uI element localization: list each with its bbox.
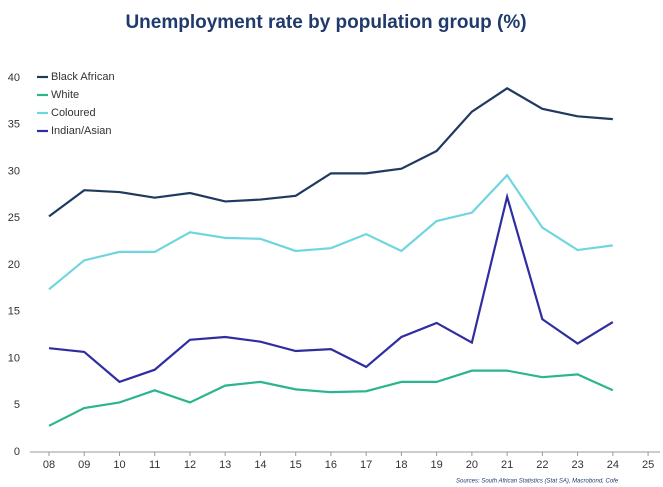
series-line bbox=[48, 173, 613, 291]
series-line bbox=[48, 369, 614, 427]
y-tick-label: 35 bbox=[8, 119, 20, 131]
x-tick-label: 17 bbox=[360, 459, 372, 471]
x-tick-label: 15 bbox=[290, 459, 302, 471]
x-tick-label: 09 bbox=[78, 459, 90, 471]
y-tick-label: 25 bbox=[8, 212, 20, 224]
y-tick-label: 20 bbox=[8, 259, 20, 271]
series-line bbox=[48, 86, 613, 218]
x-tick-label: 22 bbox=[536, 459, 548, 471]
x-tick-label: 24 bbox=[607, 459, 619, 471]
chart-title: Unemployment rate by population group (%… bbox=[125, 12, 526, 33]
x-tick-label: 14 bbox=[254, 459, 266, 471]
x-tick-label: 11 bbox=[149, 459, 160, 471]
x-tick-label: 10 bbox=[113, 459, 125, 471]
legend-label: Coloured bbox=[51, 107, 96, 119]
y-tick-label: 5 bbox=[14, 399, 20, 411]
x-tick-label: 12 bbox=[184, 459, 196, 471]
x-tick-label: 19 bbox=[431, 459, 443, 471]
x-tick-label: 08 bbox=[43, 459, 55, 471]
legend-label: Indian/Asian bbox=[51, 125, 112, 137]
y-tick-label: 10 bbox=[8, 352, 20, 364]
x-tick-label: 21 bbox=[501, 459, 513, 471]
series-line bbox=[48, 192, 614, 384]
y-tick-label: 0 bbox=[14, 446, 20, 458]
y-tick-label: 15 bbox=[8, 306, 20, 318]
legend-label: White bbox=[51, 89, 79, 101]
x-tick-label: 25 bbox=[642, 459, 654, 471]
x-tick-label: 18 bbox=[395, 459, 407, 471]
x-tick-label: 20 bbox=[466, 459, 478, 471]
y-tick-label: 40 bbox=[8, 72, 20, 84]
x-tick-label: 16 bbox=[325, 459, 337, 471]
y-tick-label: 30 bbox=[8, 165, 20, 177]
x-tick-label: 23 bbox=[571, 459, 583, 471]
source-note: Sources: South African Statistics (Stat … bbox=[456, 479, 619, 485]
legend-label: Black African bbox=[51, 71, 115, 83]
x-tick-label: 13 bbox=[219, 459, 231, 471]
